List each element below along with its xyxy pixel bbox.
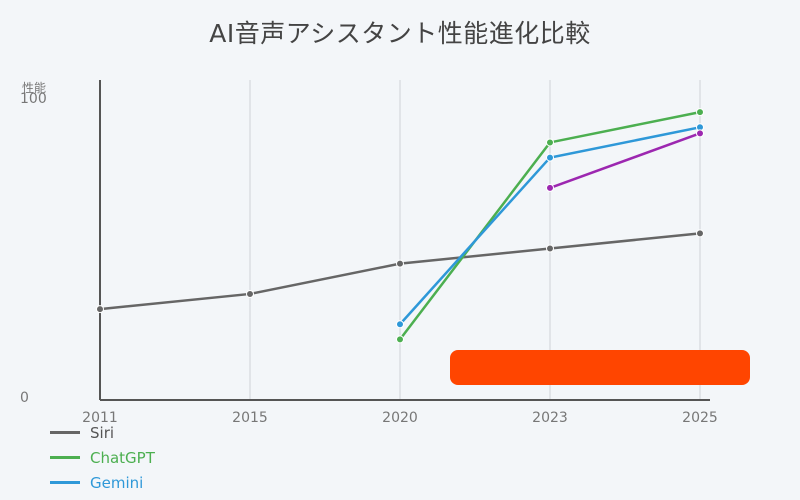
y-axis-label: 性能	[22, 81, 46, 95]
data-point-siri	[396, 259, 404, 268]
x-tick-label: 2023	[532, 410, 568, 426]
legend-swatch	[50, 481, 80, 484]
x-tick-label: 2015	[232, 410, 268, 426]
legend-swatch	[50, 456, 80, 459]
legend-label: Claude	[90, 499, 142, 500]
data-point-chatgpt	[546, 138, 554, 147]
data-point-gemini	[546, 153, 554, 162]
data-point-siri	[246, 289, 254, 298]
axes	[99, 80, 710, 401]
data-point-chatgpt	[396, 335, 404, 344]
data-point-chatgpt	[696, 108, 704, 117]
legend-item-chatgpt: ChatGPT	[50, 445, 250, 470]
legend-swatch	[50, 431, 80, 434]
legend-item-claude: Claude	[50, 495, 250, 500]
data-point-siri	[96, 305, 104, 314]
data-point-siri	[696, 229, 704, 238]
legend-label: Gemini	[90, 473, 144, 492]
legend-item-gemini: Gemini	[50, 470, 250, 495]
chart-title: AI音声アシスタント性能進化比較	[209, 19, 591, 48]
legend: Siri ChatGPT Gemini Claude	[50, 420, 250, 500]
x-tick-label: 2011	[82, 410, 118, 426]
y-tick-label: 0	[20, 390, 29, 406]
series-line-claude	[549, 132, 701, 190]
redaction-box	[450, 350, 750, 385]
legend-label: ChatGPT	[90, 448, 155, 467]
data-point-claude	[696, 129, 704, 138]
x-tick-label: 2025	[682, 410, 718, 426]
y-tick-label: 100	[20, 91, 47, 107]
legend-item-siri: Siri	[50, 420, 250, 445]
data-point-siri	[546, 244, 554, 253]
series-lines	[96, 108, 704, 344]
legend-label: Siri	[90, 423, 115, 442]
x-tick-label: 2020	[382, 410, 418, 426]
data-point-claude	[546, 183, 554, 192]
data-point-gemini	[396, 320, 404, 329]
